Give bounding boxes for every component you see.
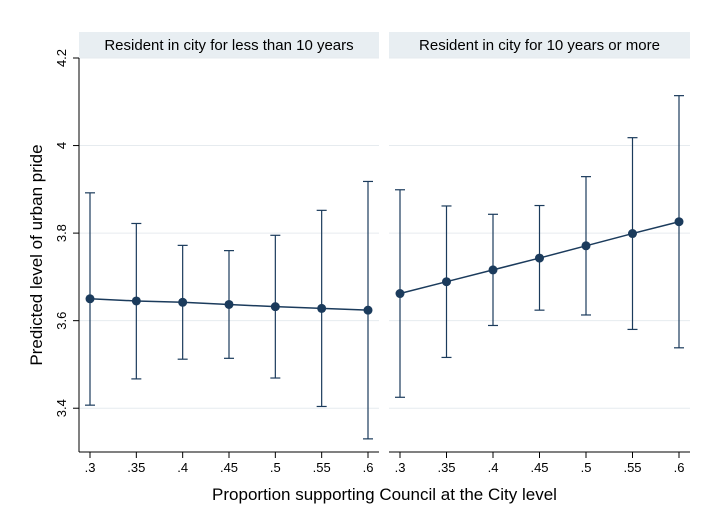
panel-strip xyxy=(389,32,690,58)
x-tick-label: .55 xyxy=(623,460,641,475)
data-point xyxy=(270,302,280,312)
data-point xyxy=(178,297,188,307)
data-point xyxy=(224,299,234,309)
y-tick-label: 4.2 xyxy=(54,49,69,67)
panel-title: Resident in city for 10 years or more xyxy=(419,37,660,54)
x-axis-title: Proportion supporting Council at the Cit… xyxy=(212,485,557,504)
y-axis-title: Predicted level of urban pride xyxy=(27,144,46,365)
x-tick-label: .55 xyxy=(313,460,331,475)
x-tick-label: .45 xyxy=(220,460,238,475)
data-point xyxy=(628,229,637,239)
x-tick-label: .45 xyxy=(530,460,548,475)
x-tick-label: .3 xyxy=(85,460,96,475)
x-tick-label: .35 xyxy=(437,460,455,475)
x-axis: .3 .35 .4 .45 .5 .55 .6 .3 .35 .4 .45 .5 .55 .6 xyxy=(79,451,690,475)
y-axis: 3.4 3.6 3.8 4 4.2 xyxy=(54,49,80,452)
x-tick-label: .6 xyxy=(674,460,685,475)
data-point xyxy=(363,305,373,315)
y-tick-label: 3.6 xyxy=(54,312,69,330)
x-tick-label: .3 xyxy=(395,460,406,475)
panel-strip xyxy=(79,32,379,58)
x-tick-label: .35 xyxy=(127,460,145,475)
x-tick-label: .5 xyxy=(581,460,592,475)
x-tick-label: .4 xyxy=(177,460,188,475)
chart-panel: Resident in city for 10 years or more xyxy=(389,32,690,452)
y-tick-label: 4 xyxy=(54,142,69,149)
data-point xyxy=(317,303,327,313)
data-point xyxy=(535,253,544,263)
panel-title: Resident in city for less than 10 years xyxy=(104,37,353,54)
x-tick-label: .6 xyxy=(363,460,374,475)
data-point xyxy=(674,217,684,227)
y-tick-label: 3.4 xyxy=(54,399,69,417)
data-point xyxy=(395,289,405,299)
chart-panel: Resident in city for less than 10 years xyxy=(79,32,379,452)
data-point xyxy=(581,241,591,251)
data-point xyxy=(85,294,95,304)
x-tick-label: .5 xyxy=(270,460,281,475)
data-point xyxy=(131,296,141,306)
panels-layer: Resident in city for less than 10 years R… xyxy=(79,32,690,452)
data-point xyxy=(488,265,498,275)
y-tick-label: 3.8 xyxy=(54,224,69,242)
x-tick-label: .4 xyxy=(488,460,499,475)
data-point xyxy=(442,277,451,287)
